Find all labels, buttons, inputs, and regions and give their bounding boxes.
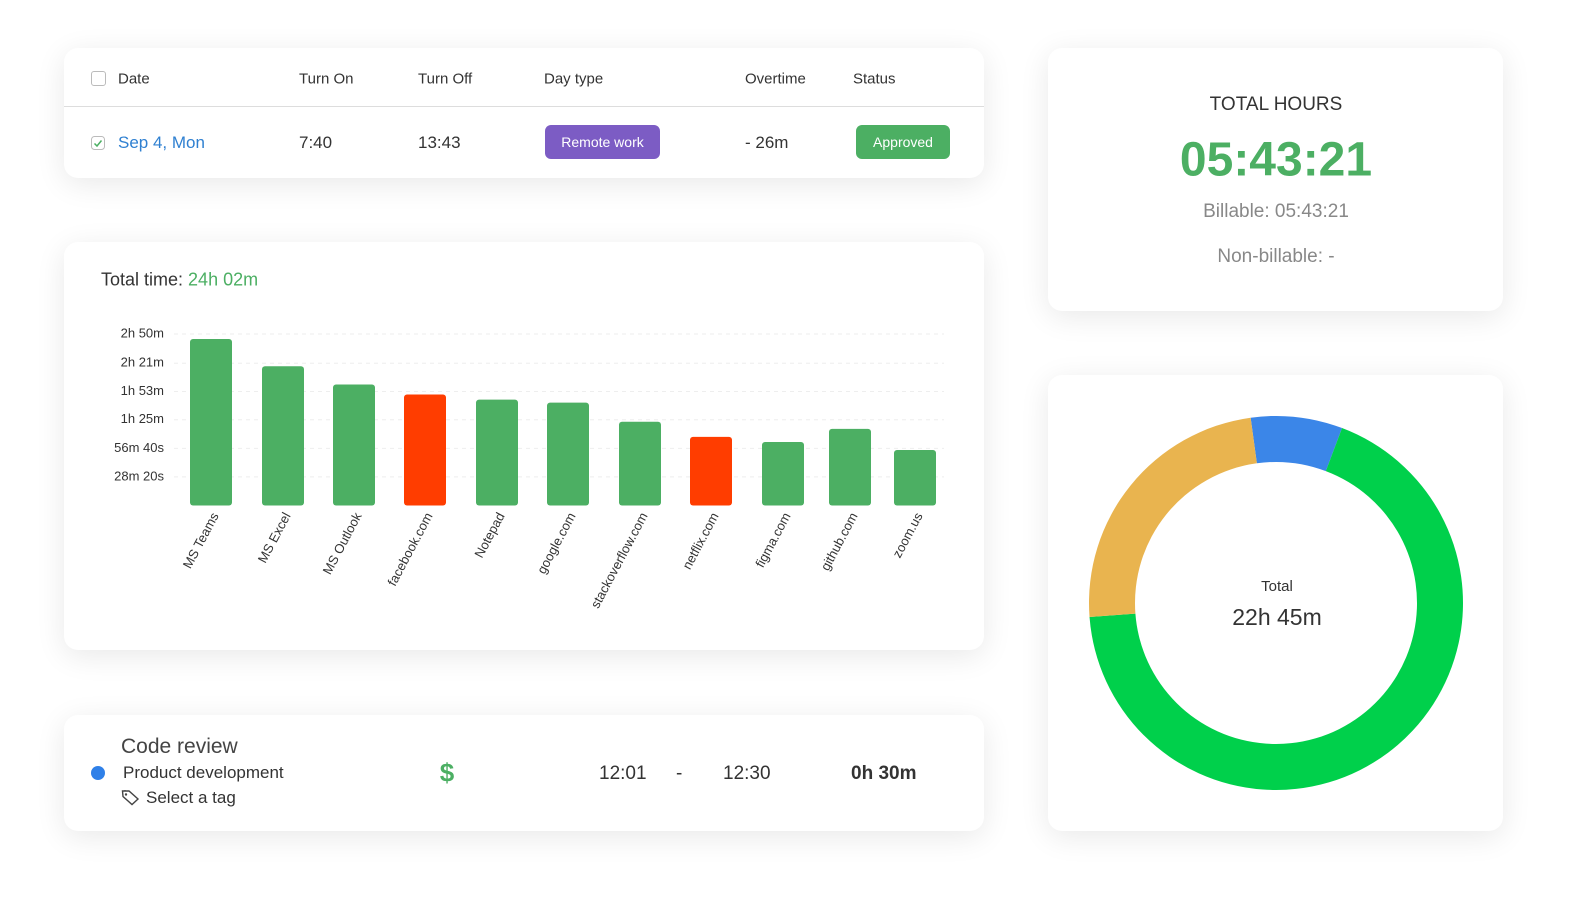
total-hours-card: TOTAL HOURS 05:43:21 Billable: 05:43:21 … bbox=[1048, 48, 1503, 311]
y-tick-label: 2h 21m bbox=[121, 355, 164, 370]
checkbox[interactable] bbox=[91, 71, 106, 86]
bar bbox=[262, 366, 304, 506]
chart-title: Total time: 24h 02m bbox=[101, 270, 258, 291]
bar bbox=[894, 450, 936, 506]
date-link[interactable]: Sep 4, Mon bbox=[118, 133, 205, 152]
x-tick-label: google.com bbox=[534, 510, 579, 576]
column-header: Status bbox=[853, 70, 896, 88]
column-header: Overtime bbox=[745, 70, 806, 88]
cell: 13:43 bbox=[418, 133, 461, 152]
project: Product development bbox=[123, 763, 284, 782]
bar bbox=[476, 399, 518, 506]
bar bbox=[333, 384, 375, 506]
attendance-table: Date Turn On Turn Off Day type Overtime … bbox=[64, 48, 984, 178]
end-time: 12:30 bbox=[723, 763, 771, 784]
billable-icon[interactable]: $ bbox=[439, 757, 455, 788]
x-tick-label: zoom.us bbox=[889, 509, 926, 560]
x-tick-label: MS Outlook bbox=[320, 509, 365, 576]
status-badge: Approved bbox=[856, 125, 950, 159]
project-dot bbox=[91, 766, 105, 780]
x-tick-label: netflix.com bbox=[679, 510, 721, 572]
donut-chart: Total 22h 45m bbox=[1089, 416, 1463, 790]
column-header: Day type bbox=[544, 70, 604, 88]
bar bbox=[404, 394, 446, 506]
y-tick-label: 1h 25m bbox=[121, 411, 164, 426]
y-tick-label: 2h 50m bbox=[121, 325, 164, 340]
bar bbox=[547, 402, 589, 506]
bar bbox=[690, 436, 732, 506]
bar bbox=[190, 339, 232, 506]
title-label: Total time: bbox=[101, 269, 184, 290]
cell: - 26m bbox=[745, 133, 789, 152]
bar bbox=[829, 428, 871, 506]
header-divider bbox=[64, 106, 984, 107]
billable: Billable: 05:43:21 bbox=[1203, 201, 1349, 222]
column-header: Turn On bbox=[299, 70, 354, 88]
cell: 7:40 bbox=[299, 133, 333, 152]
tag-select[interactable]: Select a tag bbox=[146, 788, 236, 807]
checkbox-checked[interactable] bbox=[91, 136, 106, 151]
donut-segment bbox=[1250, 416, 1343, 472]
y-tick-label: 56m 40s bbox=[114, 440, 164, 455]
duration: 0h 30m bbox=[851, 763, 917, 784]
non-billable: Non-billable: - bbox=[1217, 246, 1335, 267]
total-value: 24h 02m bbox=[188, 269, 259, 290]
x-tick-label: figma.com bbox=[752, 510, 793, 570]
x-tick-label: github.com bbox=[818, 510, 861, 573]
column-header: Date bbox=[118, 70, 150, 88]
x-tick-label: MS Teams bbox=[180, 509, 222, 570]
bar-chart-card: Total time: 24h 02m 2h 50m 2h 21m 1h 53m 1h… bbox=[64, 242, 984, 650]
separator: - bbox=[676, 763, 683, 784]
donut-segment bbox=[1089, 417, 1257, 618]
bar-chart: 2h 50m 2h 21m 1h 53m 1h 25m 56m 40s 28m 20s MS… bbox=[114, 325, 944, 611]
x-tick-label: stackoverflow.com bbox=[588, 510, 651, 611]
x-tick-label: Notepad bbox=[471, 510, 507, 560]
day-type-badge: Remote work bbox=[545, 125, 660, 159]
bar bbox=[619, 421, 661, 506]
time-entry: Code review Product development Select a… bbox=[64, 715, 984, 831]
y-tick-label: 28m 20s bbox=[114, 468, 164, 483]
column-header: Turn Off bbox=[418, 70, 473, 88]
total-hours-value: 05:43:21 bbox=[1179, 133, 1373, 187]
total-hours-title: TOTAL HOURS bbox=[1209, 94, 1343, 115]
bar bbox=[762, 441, 804, 506]
donut-card: Total 22h 45m bbox=[1048, 375, 1503, 831]
x-tick-label: MS Excel bbox=[255, 510, 294, 566]
y-tick-label: 1h 53m bbox=[121, 383, 164, 398]
center-value: 22h 45m bbox=[1232, 604, 1322, 630]
entry-title: Code review bbox=[121, 735, 238, 758]
start-time: 12:01 bbox=[599, 763, 647, 784]
x-tick-label: facebook.com bbox=[384, 510, 435, 589]
center-label: Total bbox=[1261, 578, 1293, 595]
tag-icon bbox=[121, 790, 140, 806]
